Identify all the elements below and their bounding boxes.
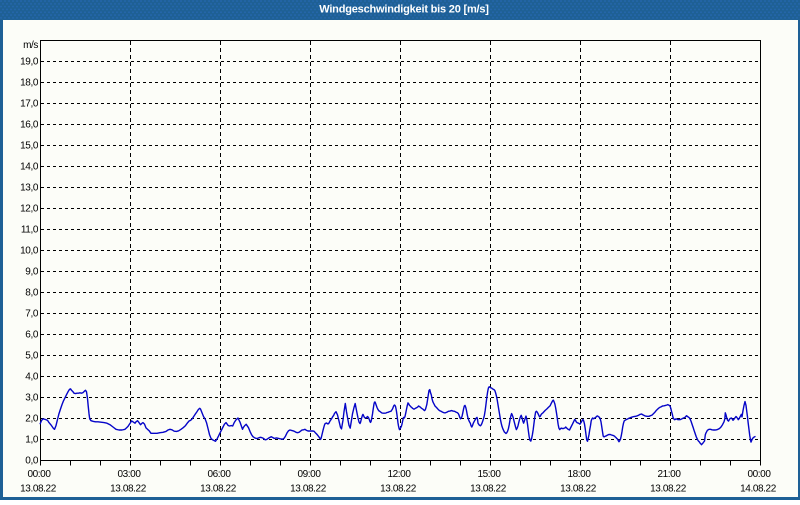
svg-text:6,0: 6,0 bbox=[25, 330, 39, 341]
svg-text:10,0: 10,0 bbox=[20, 246, 39, 257]
svg-text:12:00: 12:00 bbox=[387, 469, 411, 480]
svg-text:09:00: 09:00 bbox=[297, 469, 321, 480]
svg-text:13.08.22: 13.08.22 bbox=[110, 484, 147, 495]
svg-text:15,0: 15,0 bbox=[20, 141, 39, 152]
svg-text:15:00: 15:00 bbox=[477, 469, 501, 480]
svg-text:13.08.22: 13.08.22 bbox=[650, 484, 687, 495]
svg-text:2,0: 2,0 bbox=[25, 414, 39, 425]
svg-text:5,0: 5,0 bbox=[25, 351, 39, 362]
svg-text:18,0: 18,0 bbox=[20, 78, 39, 89]
svg-text:14.08.22: 14.08.22 bbox=[740, 484, 777, 495]
svg-text:9,0: 9,0 bbox=[25, 267, 39, 278]
svg-text:18:00: 18:00 bbox=[567, 469, 591, 480]
svg-text:0,0: 0,0 bbox=[25, 456, 39, 467]
svg-text:16,0: 16,0 bbox=[20, 120, 39, 131]
svg-text:14,0: 14,0 bbox=[20, 162, 39, 173]
svg-text:21:00: 21:00 bbox=[657, 469, 681, 480]
svg-text:13.08.22: 13.08.22 bbox=[200, 484, 237, 495]
svg-text:8,0: 8,0 bbox=[25, 288, 39, 299]
svg-text:06:00: 06:00 bbox=[207, 469, 231, 480]
svg-text:Windgeschwindigkeit bis 20 [m/: Windgeschwindigkeit bis 20 [m/s] bbox=[319, 4, 489, 16]
svg-text:19,0: 19,0 bbox=[20, 57, 39, 68]
svg-text:03:00: 03:00 bbox=[117, 469, 141, 480]
svg-text:13.08.22: 13.08.22 bbox=[470, 484, 507, 495]
svg-text:4,0: 4,0 bbox=[25, 372, 39, 383]
svg-text:13,0: 13,0 bbox=[20, 183, 39, 194]
svg-text:13.08.22: 13.08.22 bbox=[380, 484, 417, 495]
svg-text:m/s: m/s bbox=[23, 40, 38, 51]
svg-text:12,0: 12,0 bbox=[20, 204, 39, 215]
svg-text:13.08.22: 13.08.22 bbox=[290, 484, 327, 495]
svg-text:1,0: 1,0 bbox=[25, 435, 39, 446]
svg-text:00:00: 00:00 bbox=[27, 469, 51, 480]
svg-text:13.08.22: 13.08.22 bbox=[20, 484, 57, 495]
svg-text:7,0: 7,0 bbox=[25, 309, 39, 320]
svg-text:11,0: 11,0 bbox=[21, 225, 39, 236]
svg-text:00:00: 00:00 bbox=[747, 469, 771, 480]
svg-text:13.08.22: 13.08.22 bbox=[560, 484, 597, 495]
svg-text:3,0: 3,0 bbox=[25, 393, 39, 404]
svg-text:17,0: 17,0 bbox=[20, 99, 39, 110]
